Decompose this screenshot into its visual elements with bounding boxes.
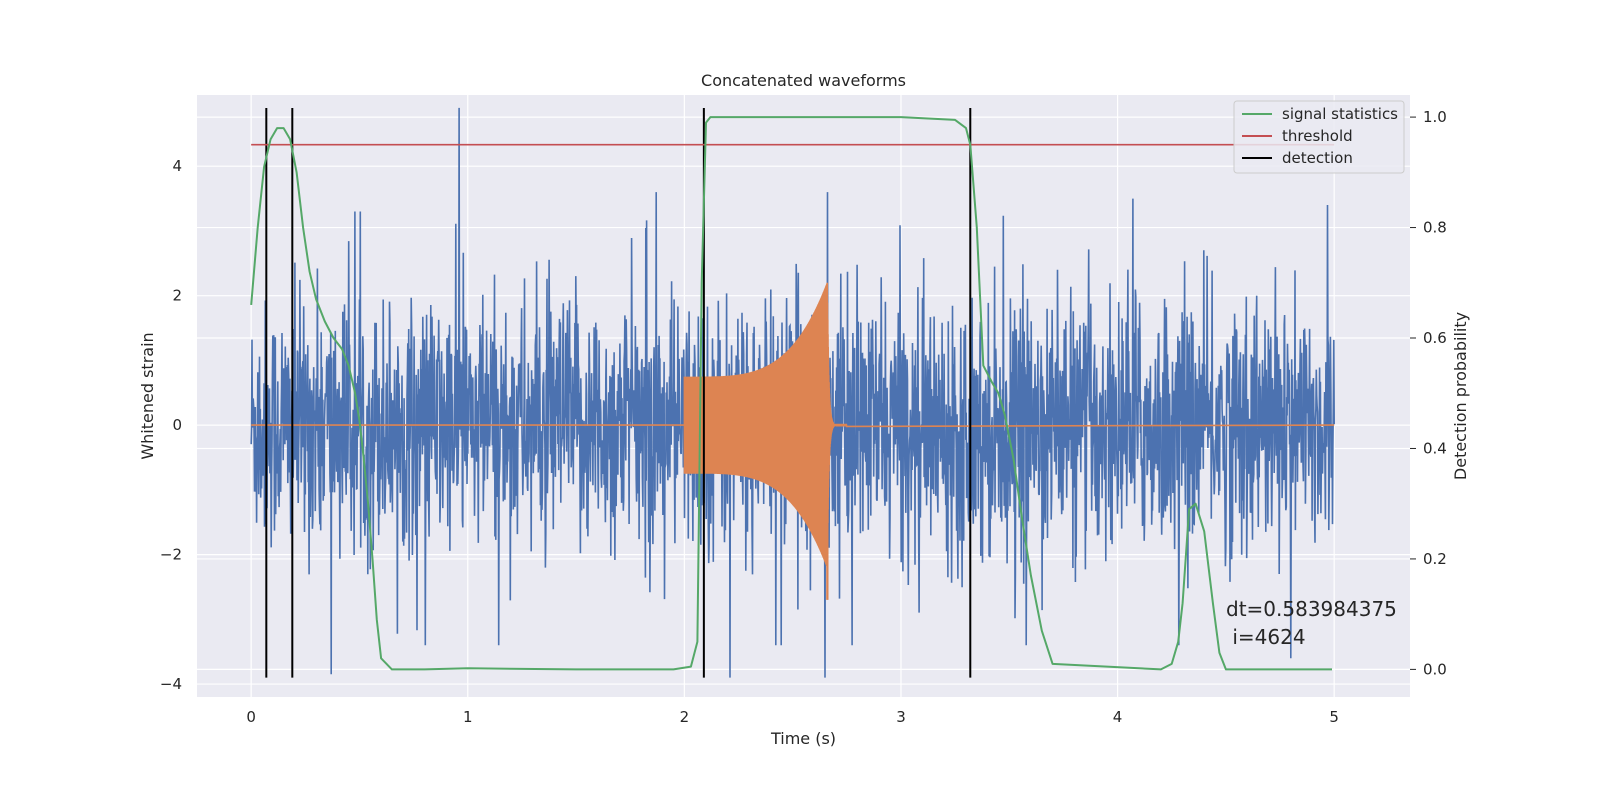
injected-waveform-series <box>251 282 1335 600</box>
annotation-line: i=4624 <box>1226 625 1306 649</box>
y-tick-label: −2 <box>160 546 182 564</box>
y2-axis-label: Detection probability <box>1451 312 1470 480</box>
legend: signal statistics threshold detection <box>1233 100 1405 174</box>
x-tick-label: 2 <box>680 708 690 726</box>
signal-statistics-series <box>250 116 1332 671</box>
x-tick-label: 0 <box>246 708 256 726</box>
injected-waveform-line <box>251 282 1335 600</box>
y2-tick-label: 0.8 <box>1423 219 1447 237</box>
legend-box <box>1233 100 1405 174</box>
y2-tick-label: 0.4 <box>1423 439 1447 457</box>
x-tick-label: 1 <box>463 708 473 726</box>
annotation: dt=0.583984375 i=4624 <box>1226 597 1397 649</box>
y2-tick-label: 0.6 <box>1423 329 1447 347</box>
y2-tick-label: 0.0 <box>1423 660 1447 678</box>
x-tick-label: 5 <box>1329 708 1339 726</box>
y-tick-label: −4 <box>160 675 182 693</box>
y2-tick-label: 0.2 <box>1423 550 1447 568</box>
chart-title: Concatenated waveforms <box>701 71 906 90</box>
annotation-line: dt=0.583984375 <box>1226 597 1397 621</box>
y-tick-label: 2 <box>172 287 182 305</box>
x-tick-label: 4 <box>1113 708 1123 726</box>
legend-label: signal statistics <box>1282 105 1398 123</box>
legend-label: threshold <box>1282 127 1353 145</box>
y-axis-label: Whitened strain <box>138 332 157 459</box>
y-tick-label: 4 <box>172 157 182 175</box>
y2-tick-label: 1.0 <box>1423 108 1447 126</box>
y-tick-label: 0 <box>172 416 182 434</box>
legend-label: detection <box>1282 149 1353 167</box>
tick-labels: 0 1 2 3 4 5 −4 −2 0 2 4 0.0 0.2 0.4 0.6 0.8 1.0 <box>160 108 1447 726</box>
x-tick-label: 3 <box>896 708 906 726</box>
signal-statistics-line <box>250 116 1332 671</box>
x-axis-label: Time (s) <box>770 729 836 748</box>
